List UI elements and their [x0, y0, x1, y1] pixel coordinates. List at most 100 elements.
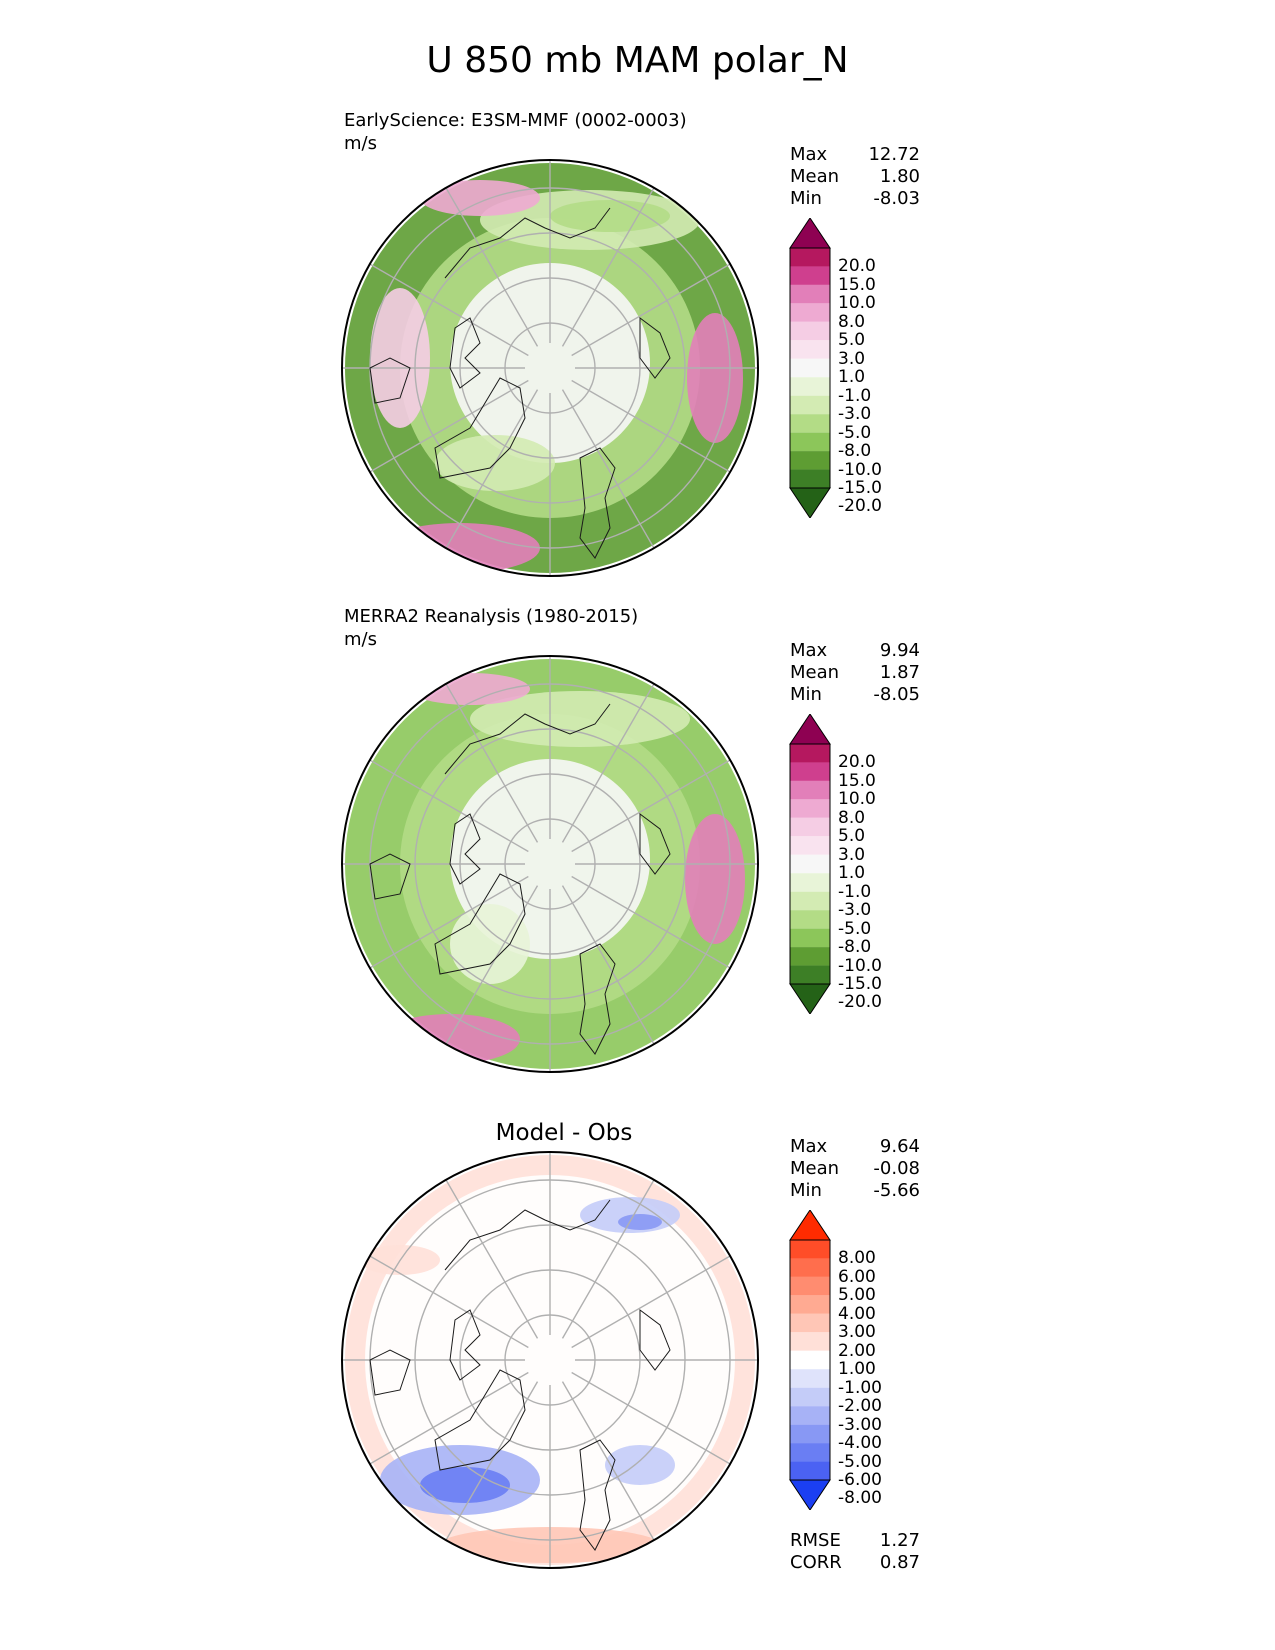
colorbar-bottom-arrow: [789, 983, 831, 1014]
colorbar-bin: [790, 947, 830, 966]
stat-label: Min: [790, 188, 822, 209]
colorbar-frame: [789, 247, 831, 489]
longitude-gridline: [369, 875, 529, 969]
colorbar-bin: [790, 1276, 830, 1296]
coastline: [579, 1439, 616, 1551]
longitude-gridline: [369, 759, 529, 853]
longitude-gridline: [369, 263, 529, 357]
field-contour: [410, 673, 530, 705]
stat-value: -8.05: [873, 684, 920, 705]
colorbar-tick-label: -3.0: [838, 900, 872, 921]
colorbar-bin: [790, 358, 830, 378]
longitude-gridline: [445, 1381, 539, 1541]
panel3-heading: Model - Obs: [495, 1120, 633, 1146]
colorbar-tick-label: 1.00: [838, 1359, 876, 1380]
colorbar-bin: [790, 1313, 830, 1333]
colorbar-tick-label: -15.0: [838, 478, 882, 498]
coastline: [444, 1199, 611, 1271]
field-layer: [342, 160, 758, 576]
longitude-gridline: [561, 1381, 655, 1541]
stat-value: -5.66: [873, 1180, 920, 1201]
field-contour: [380, 1014, 520, 1064]
colorbar-tick-label: -6.00: [838, 1470, 882, 1490]
colorbar-bin: [790, 965, 830, 984]
longitude-gridline: [561, 1179, 655, 1339]
longitude-gridline: [445, 885, 539, 1045]
field-contour: [380, 523, 540, 573]
colorbar-tick-label: 5.0: [838, 330, 866, 351]
colorbar-bin: [790, 1350, 830, 1370]
field-contour: [687, 313, 743, 443]
panel2-heading: MERRA2 Reanalysis (1980-2015): [344, 606, 639, 627]
panel2-units: m/s: [344, 629, 377, 650]
panel3-metrics: RMSE 1.27 CORR 0.87: [790, 1530, 920, 1574]
coastline: [434, 873, 526, 975]
field-layer: [342, 656, 758, 1072]
panel3-polar-map: [341, 1151, 759, 1569]
colorbar-tick-label: 20.0: [838, 256, 876, 277]
field-contour: [370, 288, 430, 428]
colorbar-bin: [790, 248, 830, 267]
colorbar-tick-label: -8.0: [838, 441, 872, 462]
panel1-stats: Max 12.72 Mean 1.80 Min -8.03: [790, 144, 920, 210]
longitude-gridline: [571, 875, 731, 969]
colorbar-bin: [790, 414, 830, 433]
colorbar-tick-label: -3.00: [838, 1414, 882, 1435]
colorbar-tick-label: 10.0: [838, 789, 876, 810]
coastline: [449, 813, 481, 885]
colorbar-tick-label: 5.0: [838, 826, 866, 847]
colorbar-bin: [790, 266, 830, 285]
colorbar-tick-label: 2.00: [838, 1340, 876, 1361]
panel1-heading: EarlyScience: E3SM-MMF (0002-0003): [344, 110, 687, 131]
coastline: [369, 1349, 411, 1396]
coastline: [449, 317, 481, 389]
colorbar-bin: [790, 928, 830, 948]
colorbar-bin: [790, 1443, 830, 1462]
colorbar-bin: [790, 395, 830, 415]
colorbar-bin: [790, 762, 830, 781]
stat-value: -8.03: [873, 188, 920, 209]
colorbar-bin: [790, 780, 830, 800]
longitude-gridline: [369, 1255, 529, 1349]
longitude-gridline: [571, 1371, 731, 1465]
longitude-gridline: [571, 759, 731, 853]
longitude-gridline: [571, 1255, 731, 1349]
colorbar-bin: [790, 432, 830, 452]
colorbar-tick-label: 3.00: [838, 1322, 876, 1343]
colorbar-bin: [790, 1295, 830, 1314]
panel2-colorbar: [789, 714, 831, 1014]
colorbar-tick-label: 3.0: [838, 348, 866, 369]
colorbar-bin: [790, 1369, 830, 1388]
colorbar-tick-label: -15.0: [838, 974, 882, 994]
field-contour: [450, 263, 650, 463]
colorbar-tick-label: 15.0: [838, 274, 876, 295]
figure-title: U 850 mb MAM polar_N: [426, 40, 849, 81]
metric-label: CORR: [790, 1552, 842, 1573]
colorbar-frame: [789, 743, 831, 985]
field-contour: [605, 1445, 675, 1485]
metric-label: RMSE: [790, 1530, 841, 1551]
stat-label: Min: [790, 1180, 822, 1201]
colorbar-bin: [790, 1240, 830, 1259]
stat-label: Mean: [790, 166, 840, 187]
longitude-gridline: [561, 389, 655, 549]
colorbar-tick-label: -2.00: [838, 1396, 882, 1417]
colorbar-tick-label: -5.0: [838, 422, 872, 443]
colorbar-bin: [790, 744, 830, 763]
panel1-colorbar: [789, 218, 831, 518]
metric-value: 0.87: [879, 1552, 920, 1573]
colorbar-bottom-arrow: [789, 487, 831, 518]
colorbar-bin: [790, 910, 830, 929]
colorbar-bin: [790, 284, 830, 304]
longitude-gridline: [571, 263, 731, 357]
stat-value: -0.08: [873, 1158, 920, 1179]
panel1-units: m/s: [344, 133, 377, 154]
field-contour: [685, 814, 745, 944]
field-contour: [450, 904, 530, 984]
colorbar-tick-label: 8.0: [838, 807, 866, 828]
stat-value: 9.94: [879, 640, 920, 661]
longitude-gridline: [369, 1371, 529, 1465]
colorbar-tick-label: 6.00: [838, 1266, 876, 1287]
colorbar-bin: [790, 873, 830, 892]
colorbar-tick-label: -1.0: [838, 385, 872, 406]
